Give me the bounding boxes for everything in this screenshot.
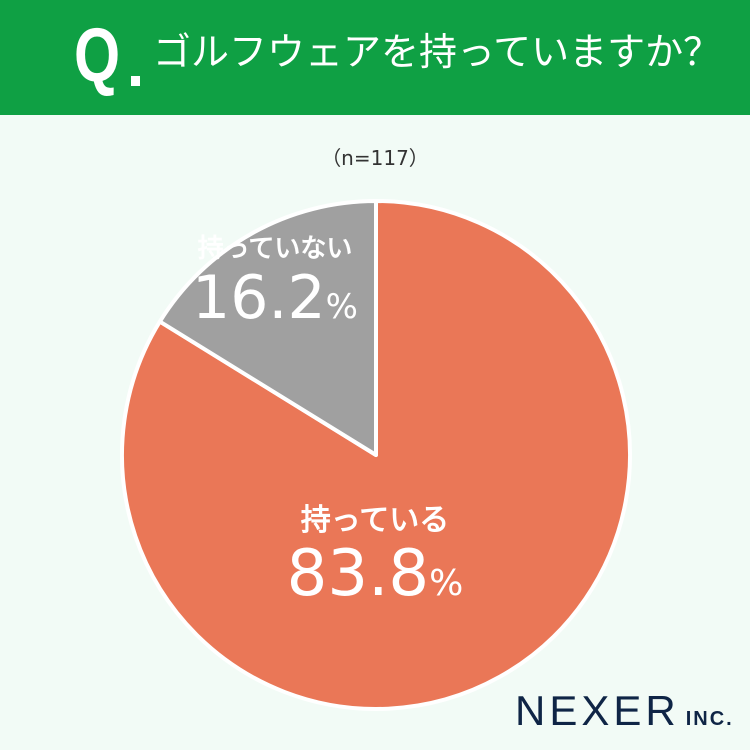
pie-slice-1 (157, 199, 378, 457)
question-title: ゴルフウェアを持っていますか？ (153, 30, 722, 74)
slice-name: 持っていない (197, 234, 353, 264)
slice-value: 83.8 (286, 537, 430, 611)
slice-unit: % (429, 563, 464, 604)
nexer-logo: NEXER INC. (515, 687, 734, 734)
slice-label-0: 持っている 83.8% (245, 495, 505, 609)
slice-value: 16.2 (192, 263, 326, 333)
q-mark: Q (74, 13, 121, 98)
slice-unit: % (325, 287, 358, 327)
slice-label-1: 持っていない 16.2% (170, 228, 380, 331)
q-dot (131, 76, 140, 86)
question-header: Q ゴルフウェアを持っていますか？ (0, 0, 750, 115)
sample-size: （n=117） (321, 146, 429, 170)
slice-name: 持っている (300, 503, 450, 538)
